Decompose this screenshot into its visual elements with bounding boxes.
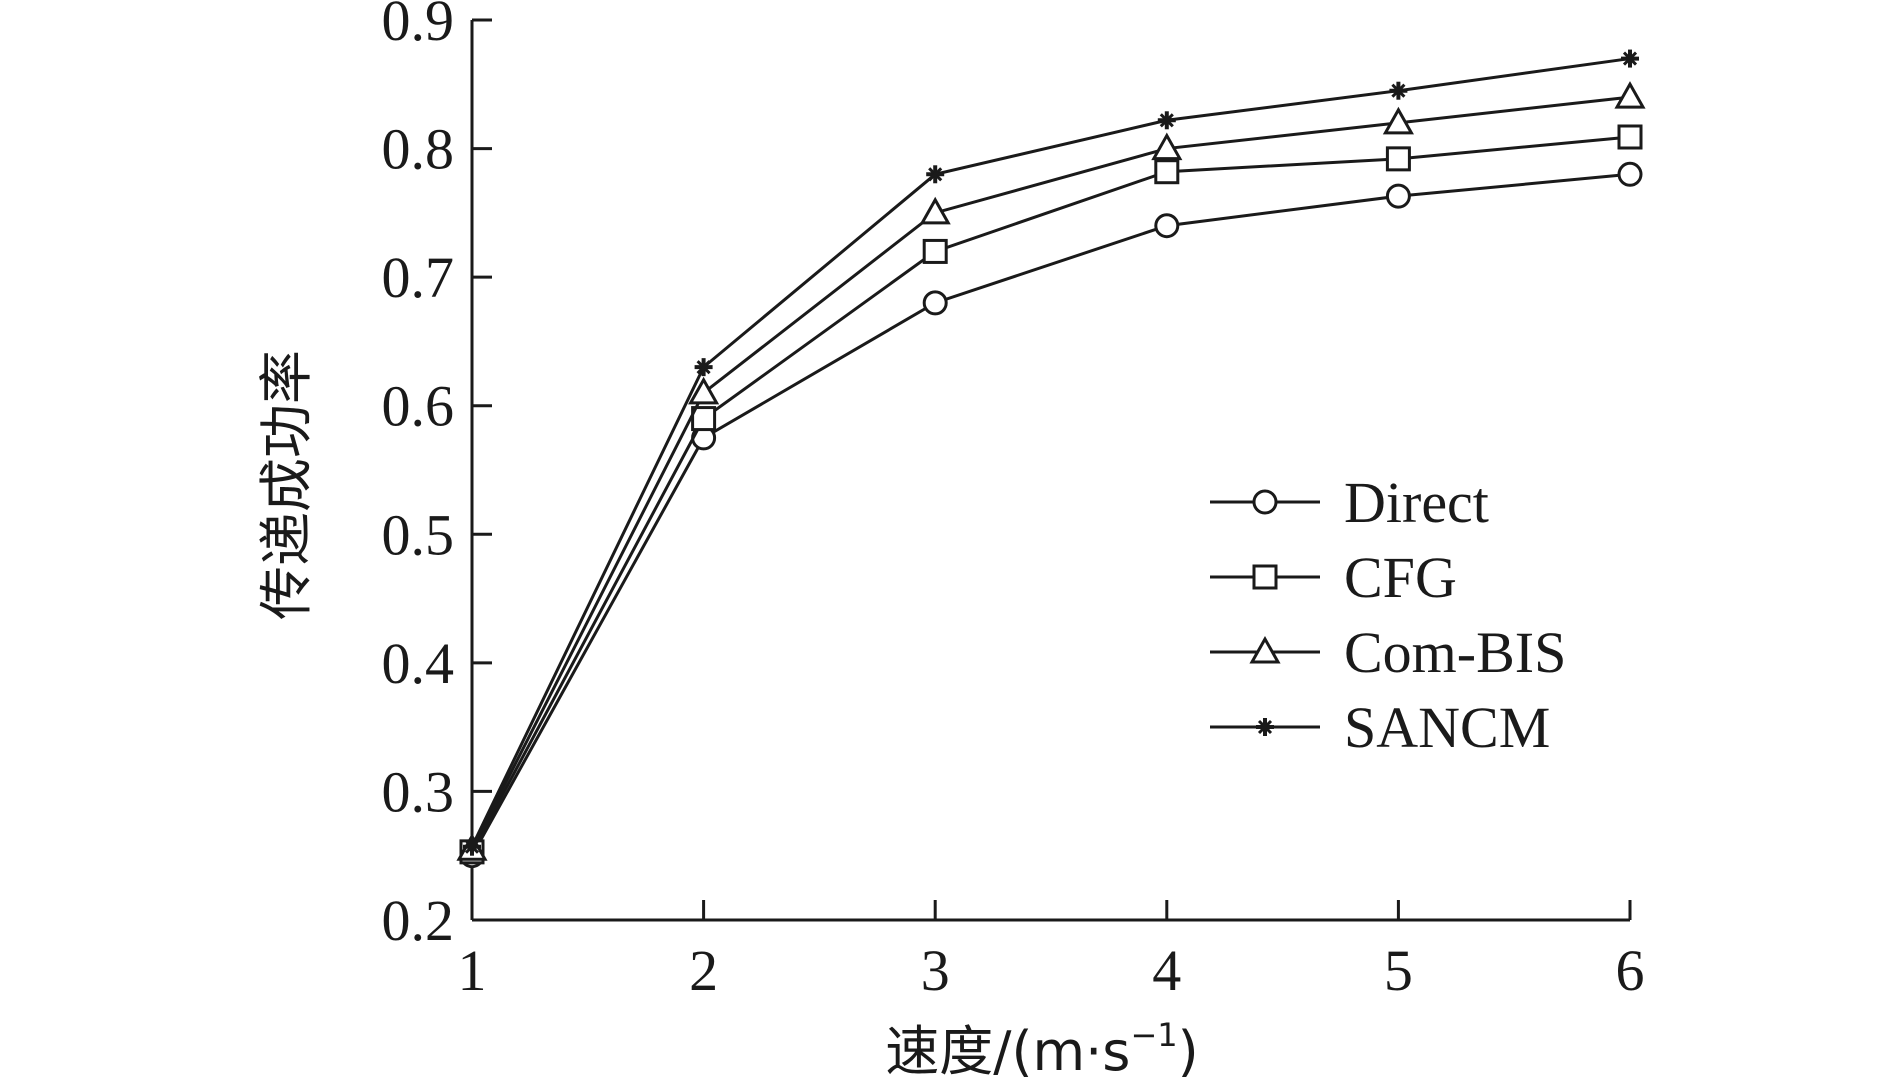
data-point-sancm: [1157, 111, 1176, 130]
series-com-bis: [456, 81, 1646, 861]
series-line-direct: [470, 172, 1631, 857]
y-tick-label: 0.4: [382, 631, 455, 696]
y-tick-label: 0.3: [382, 759, 455, 824]
data-point-cfg: [922, 238, 948, 264]
data-point-cfg: [1154, 159, 1180, 185]
series-line-com-bis: [470, 95, 1631, 850]
data-point-direct: [1617, 161, 1643, 187]
data-point-sancm-stroke: [696, 360, 711, 375]
x-axis-title-main: 速度/(m·s: [885, 1020, 1130, 1083]
data-point-com-bis: [1151, 132, 1183, 161]
data-point-sancm: [694, 358, 713, 377]
legend-item-direct: Direct: [1210, 470, 1489, 535]
x-tick-label: 1: [458, 938, 487, 1003]
data-point-sancm-stroke: [928, 167, 943, 182]
y-tick-label: 0.9: [382, 0, 455, 53]
legend-label: Direct: [1344, 470, 1489, 535]
legend-marker: [1252, 489, 1278, 515]
series-layer: [456, 49, 1646, 869]
series-line-sancm: [470, 57, 1631, 848]
data-point-sancm-stroke: [464, 839, 480, 854]
legend-item-sancm: SANCM: [1210, 695, 1550, 760]
data-point-direct: [1154, 213, 1180, 239]
x-axis-title-superscript: −1: [1130, 1016, 1177, 1054]
axes: 1 2 3 4 5 6 0.2 0.3 0.4 0.5 0.6 0.7 0.8 0.9: [382, 0, 1645, 1003]
data-point-direct: [922, 290, 948, 316]
data-point-sancm: [1389, 81, 1408, 100]
x-tick-label: 2: [689, 938, 718, 1003]
legend-label: CFG: [1344, 545, 1457, 610]
series-cfg: [459, 124, 1643, 865]
series-sancm: [463, 49, 1639, 856]
data-point-com-bis: [1382, 106, 1414, 135]
data-point-sancm-stroke: [1159, 113, 1174, 128]
axis-titles: 速度/(m·s−1) 传递成功率: [255, 350, 1199, 1083]
data-point-cfg: [691, 406, 717, 432]
legend: Direct CFG Com-BIS SANCM: [1210, 470, 1566, 760]
data-point-sancm: [926, 165, 945, 184]
data-point-sancm: [1621, 49, 1639, 68]
legend-item-com-bis: Com-BIS: [1210, 620, 1566, 685]
y-tick-label: 0.7: [382, 245, 455, 310]
data-point-com-bis: [919, 196, 951, 225]
legend-marker-stroke: [1257, 719, 1273, 735]
legend-label: SANCM: [1344, 695, 1550, 760]
legend-marker: [1249, 635, 1281, 664]
data-point-com-bis: [1614, 81, 1646, 109]
y-tick-label: 0.5: [382, 502, 455, 567]
data-point-cfg: [1617, 124, 1643, 150]
x-axis-title: 速度/(m·s−1): [885, 1016, 1198, 1083]
legend-item-cfg: CFG: [1210, 545, 1457, 610]
y-tick-label: 0.2: [382, 888, 455, 953]
data-point-cfg: [1385, 146, 1411, 172]
y-tick-label: 0.8: [382, 117, 455, 182]
x-tick-label: 5: [1384, 938, 1413, 1003]
legend-marker: [1252, 564, 1278, 590]
x-tick-label: 6: [1616, 938, 1645, 1003]
series-line-cfg: [470, 135, 1631, 853]
data-point-direct: [1385, 183, 1411, 209]
x-tick-label: 3: [921, 938, 950, 1003]
legend-marker: [1256, 718, 1274, 736]
data-point-sancm-stroke: [1391, 83, 1406, 98]
y-axis-title: 传递成功率: [255, 350, 318, 620]
x-axis-title-tail: ): [1178, 1020, 1199, 1083]
data-point-com-bis: [688, 376, 720, 405]
data-point-sancm: [463, 837, 481, 856]
legend-label: Com-BIS: [1344, 620, 1566, 685]
data-point-sancm-stroke: [1622, 51, 1638, 66]
y-tick-label: 0.6: [382, 374, 455, 439]
x-tick-label: 4: [1152, 938, 1181, 1003]
